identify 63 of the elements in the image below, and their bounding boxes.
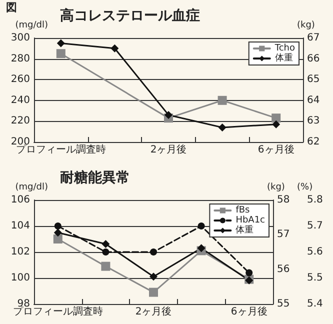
y3-tick-label: 5.4 bbox=[307, 298, 323, 310]
point bbox=[56, 39, 65, 48]
y2-tick-label: 64 bbox=[307, 94, 320, 106]
y-axis-title: (mg/dl) bbox=[15, 20, 48, 30]
x-tick-label: 2ヶ月後 bbox=[135, 306, 172, 318]
y2-tick-label: 62 bbox=[307, 136, 320, 148]
legend-label: HbA1c bbox=[236, 216, 266, 226]
point bbox=[198, 222, 205, 230]
legend-label: Tcho bbox=[274, 44, 296, 54]
y2-tick-label: 58 bbox=[277, 194, 290, 206]
y-tick-label: 104 bbox=[10, 220, 30, 232]
legend-label: 体重 bbox=[236, 224, 254, 236]
y3-tick-label: 5.5 bbox=[307, 272, 323, 284]
y-tick-label: 280 bbox=[10, 53, 30, 64]
y2-tick-label: 66 bbox=[307, 53, 320, 64]
y-tick-label: 300 bbox=[10, 32, 30, 44]
y2-tick-label: 63 bbox=[307, 116, 320, 127]
y3-tick-label: 5.6 bbox=[307, 246, 323, 258]
text: 図 bbox=[6, 1, 17, 14]
point bbox=[110, 44, 119, 52]
y2-tick-label: 65 bbox=[307, 74, 320, 86]
x-tick-label: 2ヶ月後 bbox=[150, 144, 187, 156]
point bbox=[54, 222, 62, 230]
point bbox=[102, 240, 110, 248]
legend-label: 体重 bbox=[274, 52, 293, 64]
chart-title: 耐糖能異常 bbox=[60, 169, 130, 186]
y3-tick-label: 5.8 bbox=[307, 194, 323, 206]
y2-tick-label: 67 bbox=[307, 32, 320, 44]
x-tick-label: 6ヶ月後 bbox=[258, 144, 294, 156]
y-tick-label: 106 bbox=[10, 194, 30, 206]
point bbox=[164, 110, 172, 119]
point bbox=[218, 96, 227, 105]
y-tick-label: 102 bbox=[10, 246, 30, 258]
point bbox=[197, 244, 206, 252]
point bbox=[272, 114, 281, 123]
y3-tick-label: 5.7 bbox=[307, 220, 323, 232]
y-tick-label: 220 bbox=[10, 116, 30, 127]
y2-tick-label: 55 bbox=[277, 298, 290, 310]
point bbox=[150, 248, 157, 256]
chart-title: 高コレステロール血症 bbox=[60, 7, 200, 24]
point bbox=[218, 123, 226, 132]
point bbox=[102, 248, 110, 256]
point bbox=[272, 120, 280, 128]
y2-axis-title: (kg) bbox=[297, 20, 315, 30]
point bbox=[101, 262, 110, 271]
point bbox=[54, 228, 62, 237]
y2-tick-label: 56 bbox=[277, 264, 290, 275]
y-tick-label: 260 bbox=[10, 74, 30, 86]
legend-label: fBs bbox=[236, 206, 250, 216]
y2-axis-title: (kg) bbox=[267, 182, 285, 192]
point bbox=[150, 272, 158, 281]
y-tick-label: 100 bbox=[10, 272, 30, 284]
x-tick-label: プロフィール調査時 bbox=[16, 144, 106, 156]
y2-tick-label: 57 bbox=[277, 229, 290, 240]
point bbox=[56, 49, 66, 58]
y3-axis-title: (%) bbox=[297, 182, 313, 192]
point bbox=[246, 269, 253, 276]
point bbox=[53, 234, 62, 244]
y-tick-label: 240 bbox=[10, 94, 30, 106]
point bbox=[149, 288, 158, 297]
x-tick-label: 6ヶ月後 bbox=[230, 306, 268, 318]
y-axis-title: (mg/dl) bbox=[15, 182, 48, 192]
x-tick-label: プロフィール調査時 bbox=[12, 306, 103, 318]
